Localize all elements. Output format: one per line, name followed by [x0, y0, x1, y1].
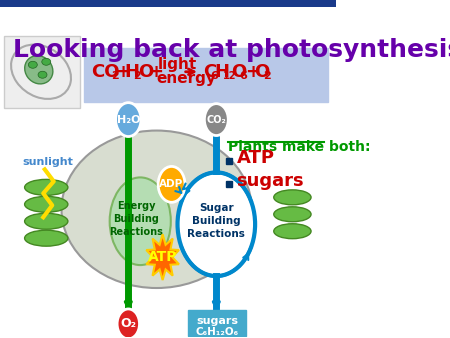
- Text: H₂O: H₂O: [117, 115, 140, 125]
- Circle shape: [178, 172, 255, 276]
- Text: +: +: [245, 63, 260, 81]
- Text: ATP: ATP: [148, 250, 177, 264]
- Text: CO: CO: [91, 63, 120, 81]
- Text: energy: energy: [156, 71, 216, 86]
- Bar: [0, 0, 336, 7]
- Ellipse shape: [274, 207, 311, 222]
- Text: +: +: [116, 63, 130, 81]
- Text: 6: 6: [239, 71, 248, 81]
- Text: O₂: O₂: [120, 317, 136, 330]
- Text: O: O: [138, 63, 153, 81]
- Text: O: O: [231, 63, 247, 81]
- Bar: [84, 48, 328, 102]
- Text: 2: 2: [111, 71, 119, 81]
- Text: H: H: [125, 63, 140, 81]
- Text: O: O: [254, 63, 270, 81]
- Ellipse shape: [25, 230, 68, 246]
- Ellipse shape: [274, 190, 311, 205]
- Ellipse shape: [274, 224, 311, 239]
- Text: 12: 12: [223, 71, 237, 81]
- Text: CO₂: CO₂: [207, 115, 226, 125]
- Ellipse shape: [28, 61, 37, 68]
- Circle shape: [204, 104, 228, 136]
- Text: 6: 6: [210, 71, 218, 81]
- Bar: [4, 36, 80, 107]
- Text: ADP: ADP: [159, 179, 184, 189]
- Text: 2: 2: [263, 71, 271, 81]
- Text: Plants make both:: Plants make both:: [228, 140, 370, 153]
- Text: C₆H₁₂O₆: C₆H₁₂O₆: [195, 327, 239, 337]
- Ellipse shape: [42, 58, 51, 65]
- Ellipse shape: [25, 179, 68, 195]
- Text: 2: 2: [134, 71, 141, 81]
- Ellipse shape: [25, 196, 68, 212]
- Text: ATP: ATP: [236, 149, 274, 167]
- Ellipse shape: [25, 56, 53, 84]
- Circle shape: [116, 103, 141, 137]
- Text: sugars: sugars: [196, 316, 238, 326]
- Text: light: light: [158, 57, 198, 72]
- Circle shape: [158, 166, 185, 202]
- Text: +: +: [148, 63, 163, 81]
- Ellipse shape: [62, 130, 252, 288]
- Bar: [188, 310, 246, 336]
- Text: sunlight: sunlight: [22, 158, 73, 167]
- Ellipse shape: [25, 213, 68, 229]
- Circle shape: [117, 309, 140, 338]
- Text: Looking back at photosynthesis: Looking back at photosynthesis: [14, 38, 450, 62]
- Text: C: C: [203, 63, 216, 81]
- Ellipse shape: [110, 177, 171, 265]
- Text: H: H: [215, 63, 230, 81]
- Text: Sugar
Building
Reactions: Sugar Building Reactions: [187, 203, 245, 239]
- Ellipse shape: [38, 71, 47, 78]
- Polygon shape: [146, 234, 179, 280]
- Text: Energy
Building
Reactions: Energy Building Reactions: [109, 201, 163, 238]
- Text: sugars: sugars: [236, 172, 304, 190]
